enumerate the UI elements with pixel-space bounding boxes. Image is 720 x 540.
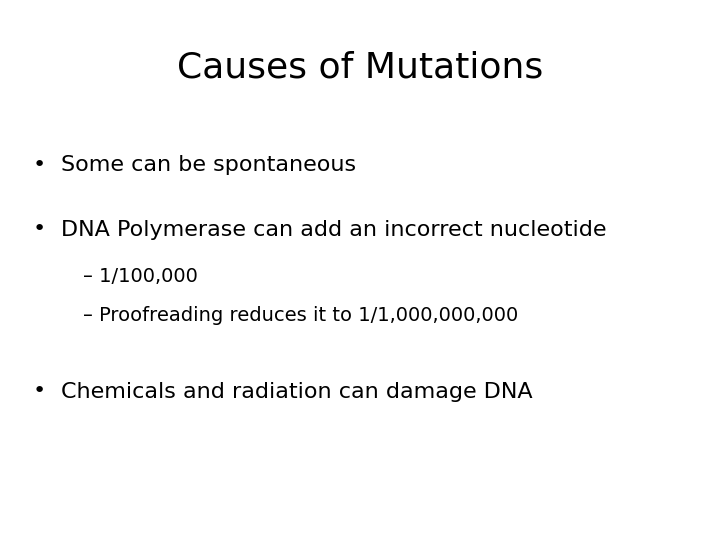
Text: •: • [33,154,46,175]
Text: – 1/100,000: – 1/100,000 [83,267,198,286]
Text: •: • [33,381,46,402]
Text: Some can be spontaneous: Some can be spontaneous [61,154,356,175]
Text: Chemicals and radiation can damage DNA: Chemicals and radiation can damage DNA [61,381,533,402]
Text: DNA Polymerase can add an incorrect nucleotide: DNA Polymerase can add an incorrect nucl… [61,219,607,240]
Text: •: • [33,219,46,240]
Text: Causes of Mutations: Causes of Mutations [177,51,543,84]
Text: – Proofreading reduces it to 1/1,000,000,000: – Proofreading reduces it to 1/1,000,000… [83,306,518,326]
